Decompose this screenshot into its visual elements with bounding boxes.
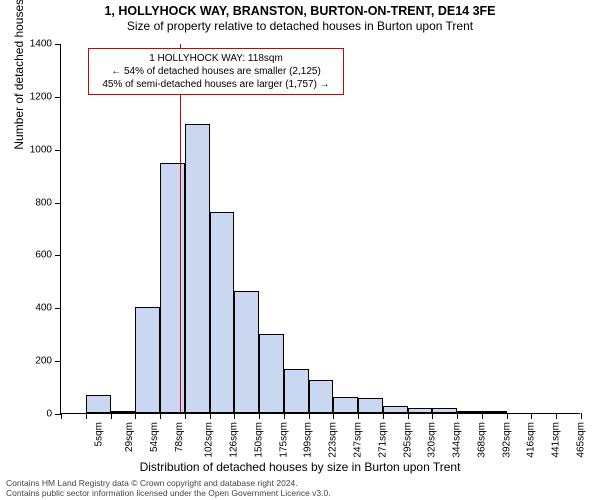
y-tick-label: 0: [0, 409, 52, 420]
x-tick: [556, 413, 557, 419]
x-tick: [86, 413, 87, 419]
x-tick: [111, 413, 112, 419]
y-tick: [55, 308, 61, 309]
y-tick: [55, 44, 61, 45]
reference-line: [180, 44, 182, 413]
callout-line: 45% of semi-detached houses are larger (…: [95, 78, 337, 91]
x-tick: [482, 413, 483, 419]
x-tick: [581, 413, 582, 419]
bar: [160, 163, 185, 413]
x-tick-label: 78sqm: [174, 422, 185, 452]
bar: [111, 411, 136, 413]
bar: [210, 212, 235, 413]
x-tick-label: 54sqm: [149, 422, 160, 452]
y-axis-title: Number of detached houses: [12, 0, 26, 150]
x-tick-label: 271sqm: [377, 422, 388, 458]
x-tick-label: 368sqm: [476, 422, 487, 458]
bar: [358, 398, 383, 413]
y-tick: [55, 150, 61, 151]
x-tick: [259, 413, 260, 419]
y-tick: [55, 97, 61, 98]
bar: [432, 408, 457, 413]
x-tick: [531, 413, 532, 419]
x-tick-label: 102sqm: [204, 422, 215, 458]
y-tick: [55, 361, 61, 362]
footer-line: Contains HM Land Registry data © Crown c…: [6, 478, 331, 488]
y-tick-label: 1000: [0, 144, 52, 155]
x-tick-label: 295sqm: [402, 422, 413, 458]
x-tick-label: 5sqm: [94, 422, 105, 446]
x-tick: [160, 413, 161, 419]
y-tick-label: 1400: [0, 39, 52, 50]
footer-credits: Contains HM Land Registry data © Crown c…: [6, 478, 331, 498]
bars-container: [61, 44, 580, 413]
bar: [482, 411, 507, 413]
y-tick-label: 600: [0, 250, 52, 261]
bar: [234, 291, 259, 413]
x-tick: [309, 413, 310, 419]
callout-box: 1 HOLLYHOCK WAY: 118sqm ← 54% of detache…: [88, 48, 344, 95]
x-tick: [284, 413, 285, 419]
x-tick-label: 175sqm: [278, 422, 289, 458]
x-axis-title: Distribution of detached houses by size …: [0, 460, 600, 474]
x-tick: [432, 413, 433, 419]
x-tick-label: 150sqm: [254, 422, 265, 458]
x-tick: [210, 413, 211, 419]
x-tick: [61, 413, 62, 419]
chart-title-main: 1, HOLLYHOCK WAY, BRANSTON, BURTON-ON-TR…: [0, 4, 600, 18]
footer-line: Contains public sector information licen…: [6, 488, 331, 498]
bar: [284, 369, 309, 413]
bar: [333, 397, 358, 413]
y-tick-label: 1200: [0, 91, 52, 102]
y-tick-label: 800: [0, 197, 52, 208]
x-tick: [358, 413, 359, 419]
chart-title-block: 1, HOLLYHOCK WAY, BRANSTON, BURTON-ON-TR…: [0, 0, 600, 33]
x-tick-label: 247sqm: [353, 422, 364, 458]
x-tick: [135, 413, 136, 419]
bar: [309, 380, 334, 413]
x-tick-label: 223sqm: [328, 422, 339, 458]
chart-title-sub: Size of property relative to detached ho…: [0, 19, 600, 33]
x-tick: [408, 413, 409, 419]
bar: [135, 307, 160, 413]
x-tick: [507, 413, 508, 419]
bar: [259, 334, 284, 413]
x-tick-label: 320sqm: [427, 422, 438, 458]
x-tick: [383, 413, 384, 419]
callout-line: 1 HOLLYHOCK WAY: 118sqm: [95, 52, 337, 65]
x-tick: [457, 413, 458, 419]
y-tick: [55, 203, 61, 204]
bar: [86, 395, 111, 414]
y-tick-label: 200: [0, 356, 52, 367]
y-tick: [55, 255, 61, 256]
bar: [185, 124, 210, 413]
bar: [408, 408, 433, 413]
x-tick-label: 441sqm: [551, 422, 562, 458]
x-tick-label: 416sqm: [526, 422, 537, 458]
callout-line: ← 54% of detached houses are smaller (2,…: [95, 65, 337, 78]
chart-plot-area: [60, 44, 580, 414]
x-tick-label: 344sqm: [452, 422, 463, 458]
x-tick-label: 392sqm: [501, 422, 512, 458]
x-tick: [185, 413, 186, 419]
x-tick-label: 199sqm: [303, 422, 314, 458]
bar: [383, 406, 408, 413]
bar: [457, 411, 482, 413]
x-tick-label: 465sqm: [575, 422, 586, 458]
x-tick: [333, 413, 334, 419]
x-tick-label: 29sqm: [124, 422, 135, 452]
x-tick: [234, 413, 235, 419]
y-tick-label: 400: [0, 303, 52, 314]
x-tick-label: 126sqm: [229, 422, 240, 458]
